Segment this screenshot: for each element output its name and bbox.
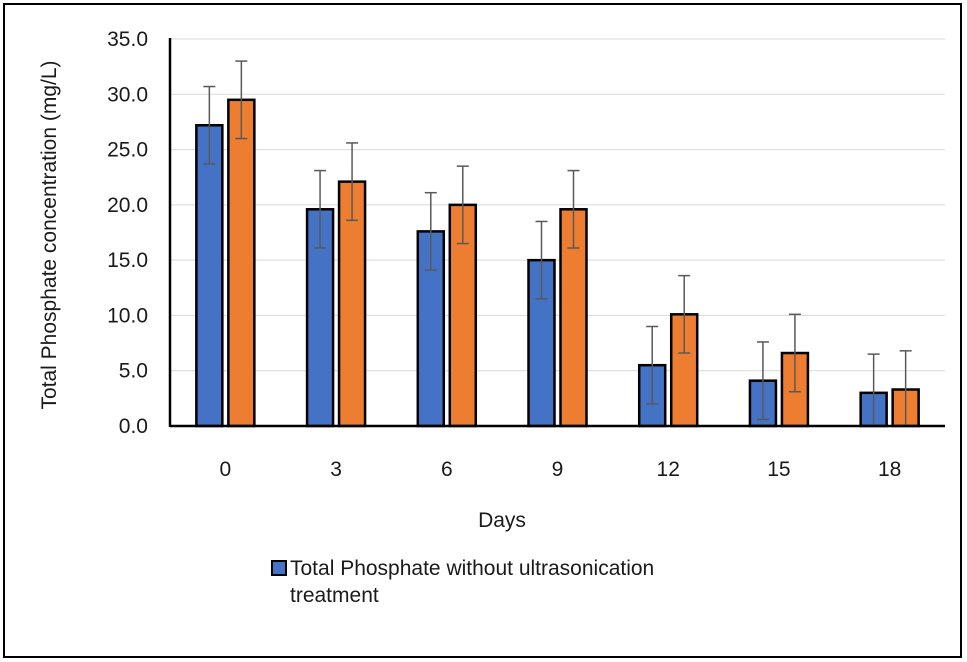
axes <box>168 38 945 428</box>
x-tick-label: 6 <box>441 458 453 481</box>
y-tick-label: 30.0 <box>107 83 148 106</box>
legend-label-line-2: treatment <box>290 584 379 607</box>
x-tick-label: 9 <box>552 458 564 481</box>
y-tick-labels: 0.0 5.0 10.0 15.0 20.0 25.0 30.0 35.0 <box>107 28 148 438</box>
error-bars <box>203 60 912 427</box>
y-tick-label: 10.0 <box>107 304 148 327</box>
chart-frame <box>3 3 962 658</box>
y-tick-label: 5.0 <box>119 360 148 383</box>
y-tick-label: 35.0 <box>107 28 148 51</box>
legend-label: Total Phosphate without ultrasonication … <box>290 557 660 607</box>
bar-series-2 <box>337 180 367 428</box>
y-tick-label: 0.0 <box>119 415 148 438</box>
y-tick-label: 20.0 <box>107 194 148 217</box>
x-tick-label: 3 <box>330 458 342 481</box>
gridlines <box>170 38 945 372</box>
legend: Total Phosphate without ultrasonication … <box>271 557 660 607</box>
x-tick-label: 12 <box>657 458 680 481</box>
y-axis-title: Total Phosphate concentration (mg/L) <box>38 60 61 409</box>
x-tick-label: 0 <box>220 458 232 481</box>
x-tick-label: 18 <box>878 458 901 481</box>
y-tick-label: 25.0 <box>107 139 148 162</box>
legend-label-line-1: Total Phosphate without ultrasonication <box>290 557 654 580</box>
legend-swatch <box>271 560 287 576</box>
y-tick-label: 15.0 <box>107 249 148 272</box>
x-tick-label: 15 <box>767 458 790 481</box>
bar-series-2 <box>227 98 256 428</box>
x-axis-title: Days <box>478 509 526 532</box>
bar-series-1 <box>195 123 224 428</box>
bars <box>195 98 920 428</box>
x-tick-labels: 0 3 6 9 12 15 18 <box>220 458 902 481</box>
